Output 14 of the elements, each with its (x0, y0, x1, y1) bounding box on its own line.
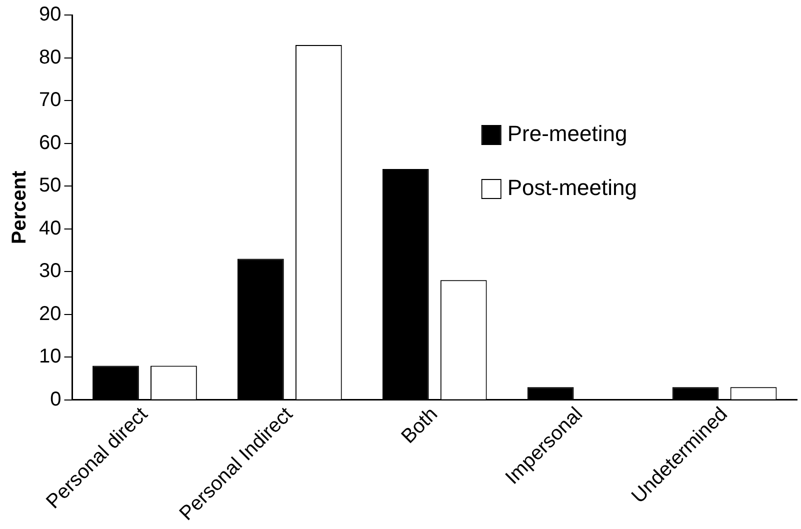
y-tick-label: 30 (38, 260, 62, 282)
y-tick-label: 60 (38, 132, 62, 154)
y-tick-label: 0 (50, 388, 62, 410)
y-tick-label: 50 (38, 174, 62, 197)
y-tick-label: 70 (38, 89, 62, 112)
y-tick-label: 20 (38, 302, 62, 325)
y-tick-label: 40 (38, 217, 62, 240)
x-tick-label: Both (397, 403, 442, 448)
y-tick-label: 90 (38, 4, 62, 26)
legend-label: Post-meeting (507, 175, 637, 200)
y-tick-label: 80 (38, 46, 62, 68)
legend-label: Pre-meeting (507, 121, 628, 146)
y-tick-label: 10 (38, 346, 62, 368)
y-axis-title: Percent (8, 170, 31, 244)
